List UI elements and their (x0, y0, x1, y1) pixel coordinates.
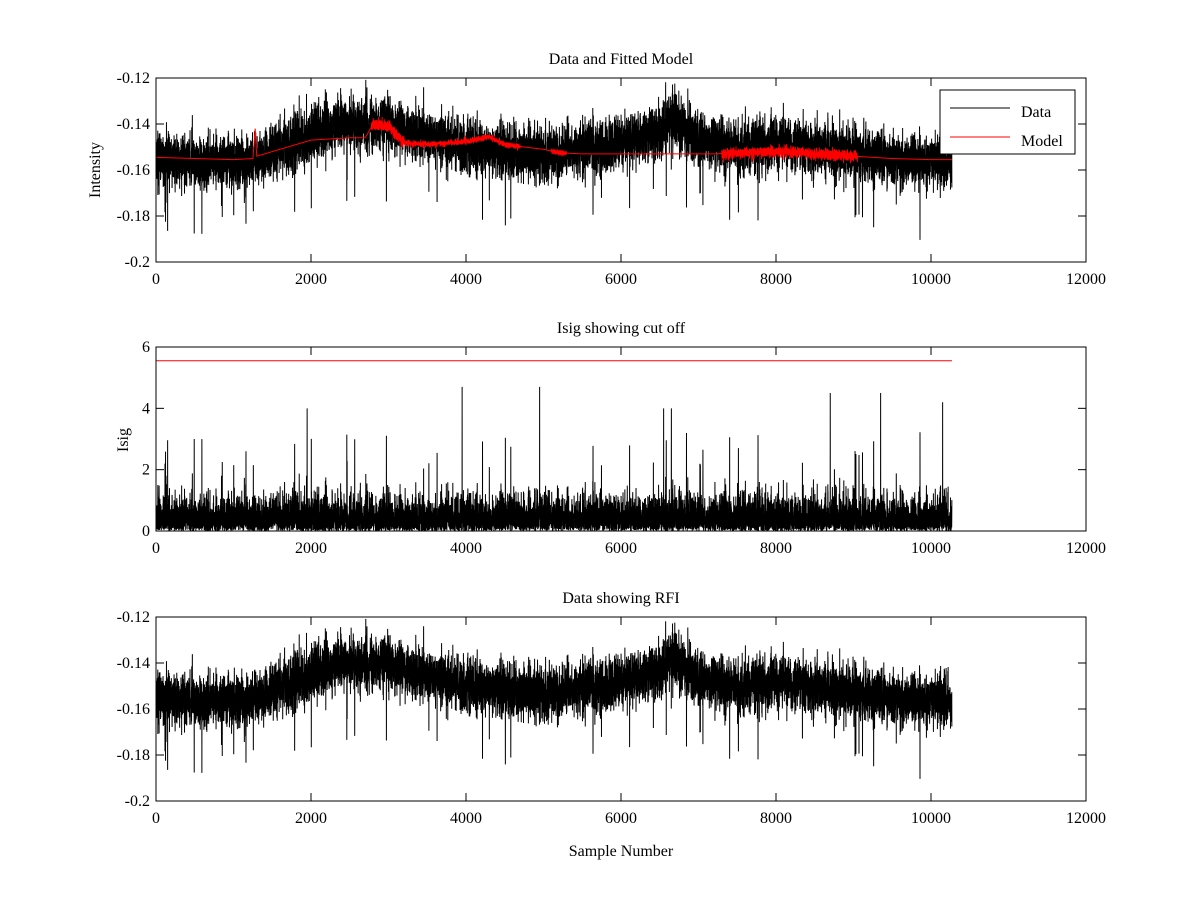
legend-label-data: Data (1021, 104, 1051, 121)
y-tick-label: -0.14 (117, 655, 150, 672)
series-data-line (155, 618, 953, 779)
series-data-line (155, 79, 953, 240)
y-tick-label: -0.2 (125, 254, 150, 271)
x-tick-label: 12000 (1066, 810, 1106, 827)
y-axis-label: Isig (115, 428, 132, 452)
legend-box (939, 89, 1076, 155)
y-tick-label: -0.2 (125, 793, 150, 810)
x-tick-label: 12000 (1066, 271, 1106, 288)
y-tick-label: 0 (142, 523, 150, 540)
x-tick-label: 0 (152, 271, 160, 288)
plot-area (155, 79, 953, 240)
y-tick-label: -0.16 (117, 701, 150, 718)
y-tick-label: -0.12 (117, 70, 150, 87)
x-tick-label: 8000 (760, 271, 792, 288)
x-tick-label: 2000 (295, 271, 327, 288)
x-tick-label: 10000 (911, 810, 951, 827)
subplot-title: Data and Fitted Model (549, 51, 694, 68)
x-tick-label: 6000 (605, 271, 637, 288)
x-tick-label: 6000 (605, 540, 637, 557)
y-tick-label: 4 (142, 400, 150, 417)
subplot-data-and-model: Data and Fitted Model Intensity 0 2000 400… (87, 51, 1106, 288)
x-tick-label: 2000 (295, 810, 327, 827)
x-axis-label: Sample Number (569, 843, 674, 860)
y-tick-label: 2 (142, 462, 150, 479)
subplot-title: Data showing RFI (562, 590, 679, 607)
series-isig-line (155, 386, 953, 533)
x-tick-label: 12000 (1066, 540, 1106, 557)
subplot-isig: Isig showing cut off Isig 0 2000 4000 6000 8… (115, 320, 1106, 557)
subplot-data-rfi: Data showing RFI Sample Number 0 2000 4000… (117, 590, 1106, 860)
axes: 0 2000 4000 6000 8000 10000 12000 -0.2 -0.18 -0.1… (117, 609, 1106, 827)
x-tick-label: 4000 (450, 540, 482, 557)
subplot-title: Isig showing cut off (557, 320, 686, 337)
x-tick-label: 8000 (760, 540, 792, 557)
axes: 0 2000 4000 6000 8000 10000 12000 -0.2 -0.18 -0.1… (117, 70, 1106, 288)
x-tick-label: 8000 (760, 810, 792, 827)
y-tick-label: 6 (142, 339, 150, 356)
legend: Data Model (939, 89, 1076, 155)
axes: 0 2000 4000 6000 8000 10000 12000 0 2 4 6 (142, 339, 1106, 557)
legend-label-model: Model (1021, 133, 1063, 150)
x-tick-label: 0 (152, 810, 160, 827)
series-model-line (156, 116, 952, 164)
plot-area (155, 360, 953, 533)
y-axis-label: Intensity (87, 142, 104, 198)
y-tick-label: -0.14 (117, 116, 150, 133)
x-tick-label: 4000 (450, 271, 482, 288)
x-tick-label: 10000 (911, 271, 951, 288)
plot-area (155, 618, 953, 779)
x-tick-label: 2000 (295, 540, 327, 557)
y-tick-label: -0.16 (117, 162, 150, 179)
x-tick-label: 0 (152, 540, 160, 557)
y-tick-label: -0.12 (117, 609, 150, 626)
y-tick-label: -0.18 (117, 208, 150, 225)
x-tick-label: 10000 (911, 540, 951, 557)
x-tick-label: 6000 (605, 810, 637, 827)
x-tick-label: 4000 (450, 810, 482, 827)
y-tick-label: -0.18 (117, 747, 150, 764)
